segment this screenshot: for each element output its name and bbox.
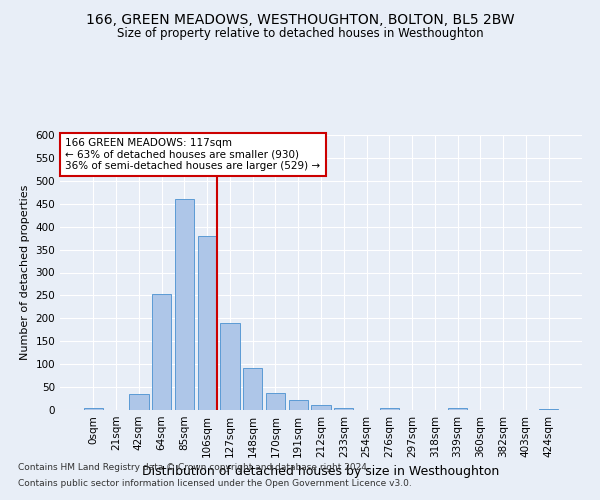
Text: Contains public sector information licensed under the Open Government Licence v3: Contains public sector information licen… — [18, 478, 412, 488]
Bar — [289, 400, 308, 410]
Bar — [266, 393, 285, 410]
Text: 166 GREEN MEADOWS: 117sqm
← 63% of detached houses are smaller (930)
36% of semi: 166 GREEN MEADOWS: 117sqm ← 63% of detac… — [65, 138, 320, 171]
Bar — [220, 323, 239, 410]
Bar — [84, 408, 103, 410]
Bar — [334, 408, 353, 410]
Bar — [448, 408, 467, 410]
Bar — [175, 199, 194, 410]
Bar — [243, 368, 262, 410]
Text: 166, GREEN MEADOWS, WESTHOUGHTON, BOLTON, BL5 2BW: 166, GREEN MEADOWS, WESTHOUGHTON, BOLTON… — [86, 12, 514, 26]
Bar — [539, 408, 558, 410]
Bar — [380, 408, 399, 410]
Bar — [129, 394, 149, 410]
Y-axis label: Number of detached properties: Number of detached properties — [20, 185, 30, 360]
Text: Size of property relative to detached houses in Westhoughton: Size of property relative to detached ho… — [116, 28, 484, 40]
Text: Contains HM Land Registry data © Crown copyright and database right 2024.: Contains HM Land Registry data © Crown c… — [18, 464, 370, 472]
Bar — [152, 294, 172, 410]
Bar — [197, 236, 217, 410]
X-axis label: Distribution of detached houses by size in Westhoughton: Distribution of detached houses by size … — [142, 466, 500, 478]
Bar — [311, 404, 331, 410]
